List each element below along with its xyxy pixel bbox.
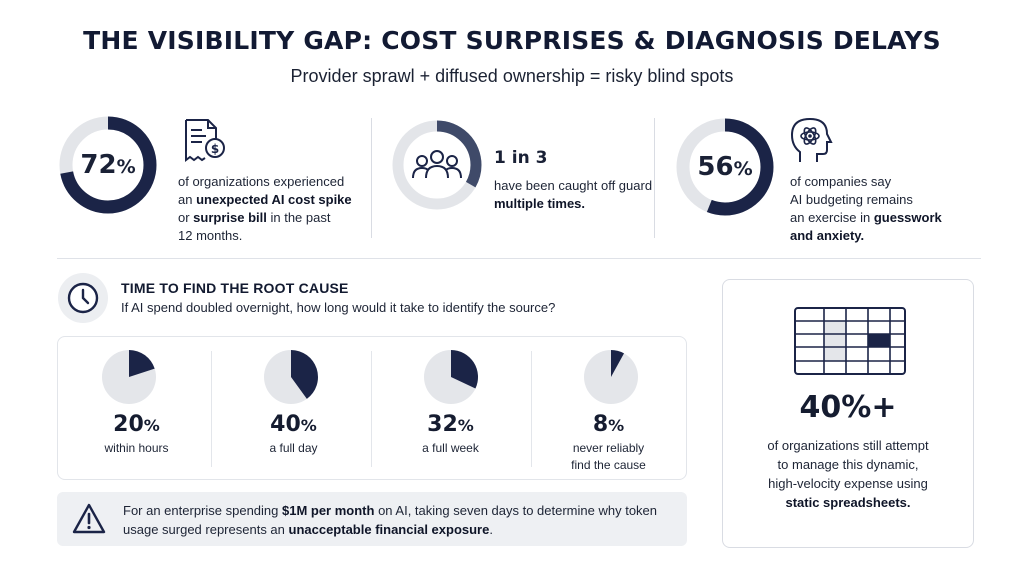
stat-ring-2 bbox=[392, 120, 482, 210]
pie-separator bbox=[531, 351, 532, 467]
pie-slice bbox=[129, 350, 155, 377]
page-subtitle: Provider sprawl + diffused ownership = r… bbox=[290, 66, 734, 86]
spreadsheet-stat-card: 40%+ of organizations still attempt to m… bbox=[722, 279, 974, 548]
root-cause-question: If AI spend doubled overnight, how long … bbox=[121, 300, 556, 315]
warning-text: For an enterprise spending $1M per month… bbox=[123, 503, 658, 537]
warning-triangle-icon bbox=[72, 503, 106, 534]
pie-chart-3 bbox=[424, 350, 479, 404]
page-title: THE VISIBILITY GAP: COST SURPRISES & DIA… bbox=[83, 26, 941, 55]
pie-item: 40% a full day bbox=[215, 337, 372, 479]
pie-slice bbox=[291, 350, 318, 399]
head-brain-icon bbox=[790, 117, 833, 162]
invoice-dollar-icon: $ bbox=[185, 119, 225, 162]
pie-chart-1 bbox=[102, 350, 156, 404]
pie-slice bbox=[611, 350, 625, 377]
pie-label: a full week bbox=[422, 441, 479, 455]
pie-label: within hours bbox=[104, 441, 169, 455]
stat-ring-1 bbox=[59, 116, 157, 214]
pie-item: 8% never reliably find the cause bbox=[530, 337, 687, 479]
pie-value: 8% bbox=[592, 412, 625, 437]
pie-value: 32% bbox=[427, 412, 474, 437]
root-cause-title: TIME TO FIND THE ROOT CAUSE bbox=[121, 280, 349, 296]
stat-value-1: 72% bbox=[80, 150, 136, 180]
stat-text-3: of companies say AI budgeting remains an… bbox=[790, 174, 942, 243]
pie-chart-4 bbox=[584, 350, 638, 404]
section-divider bbox=[57, 258, 981, 259]
spreadsheet-grid-icon bbox=[794, 307, 906, 375]
pie-label: a full day bbox=[269, 441, 318, 455]
stat-text-2: have been caught off guard multiple time… bbox=[494, 178, 653, 211]
pie-label: never reliably find the cause bbox=[571, 441, 646, 472]
stat-ring-3 bbox=[676, 118, 774, 216]
warning-callout: For an enterprise spending $1M per month… bbox=[57, 492, 687, 546]
pie-chart-2 bbox=[264, 350, 318, 404]
stat-value-2: 1 in 3 bbox=[494, 148, 548, 168]
pie-value: 40% bbox=[270, 412, 317, 437]
stat-divider-1 bbox=[371, 118, 372, 238]
stat-value-3: 56% bbox=[697, 152, 753, 182]
stat-divider-2 bbox=[654, 118, 655, 238]
spreadsheet-stat-text: of organizations still attempt to manage… bbox=[767, 438, 929, 510]
pie-slice bbox=[451, 350, 479, 389]
svg-text:$: $ bbox=[211, 142, 219, 156]
pie-separator bbox=[371, 351, 372, 467]
pie-panel: 20% within hours 40% a full day 32% a fu… bbox=[57, 336, 687, 480]
stat-text-1: of organizations experienced an unexpect… bbox=[178, 174, 352, 243]
pie-item: 32% a full week bbox=[372, 337, 529, 479]
clock-icon bbox=[58, 273, 108, 323]
people-group-icon bbox=[412, 150, 462, 179]
pie-separator bbox=[211, 351, 212, 467]
spreadsheet-stat-value: 40%+ bbox=[799, 390, 897, 425]
pie-item: 20% within hours bbox=[58, 337, 215, 479]
pie-value: 20% bbox=[113, 412, 160, 437]
